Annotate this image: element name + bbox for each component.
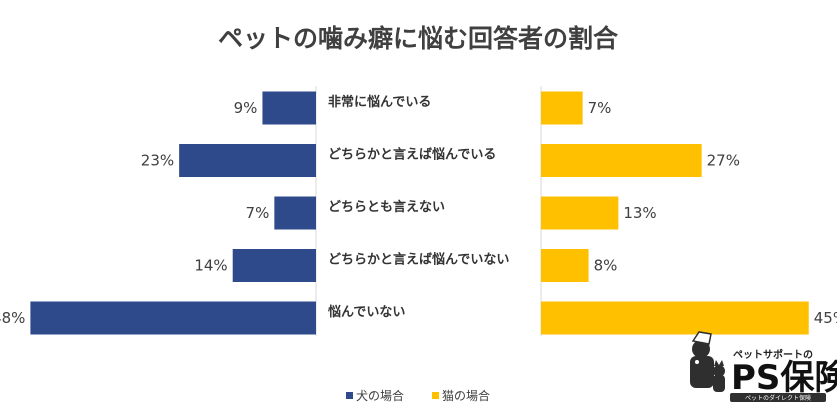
- chart-title: ペットの噛み癖に悩む回答者の割合: [218, 24, 619, 53]
- data-label-dog-0: 9%: [234, 99, 258, 117]
- logo-sub-band: [730, 393, 826, 402]
- category-label-3: どちらかと言えば悩んでいない: [328, 252, 509, 268]
- bar-dog-2: [274, 196, 316, 230]
- data-label-cat-4: 45%: [814, 309, 837, 327]
- bar-dog-0: [262, 91, 316, 125]
- data-label-cat-0: 7%: [588, 99, 612, 117]
- bar-cat-3: [541, 249, 589, 282]
- category-label-4: 悩んでいない: [327, 304, 405, 320]
- logo-main-text: PS保険: [731, 358, 837, 398]
- category-label-1: どちらかと言えば悩んでいる: [328, 147, 496, 163]
- legend: 犬の場合 猫の場合: [346, 388, 490, 403]
- data-label-dog-2: 7%: [246, 204, 270, 222]
- legend-label-1: 猫の場合: [442, 388, 490, 403]
- chart-marks: 9% 7% 非常に悩んでいる 23% 27% どちらかと言えば悩んでいる 7% 13% どちらと…: [0, 91, 837, 335]
- bar-cat-2: [541, 196, 619, 230]
- logo-top-text: ペットサポートの: [733, 348, 813, 361]
- bar-dog-1: [179, 144, 316, 177]
- bar-cat-0: [541, 91, 583, 125]
- bar-dog-4: [30, 301, 317, 335]
- legend-swatch-1: [432, 392, 439, 399]
- category-label-0: 非常に悩んでいる: [328, 94, 431, 110]
- legend-label-0: 犬の場合: [356, 388, 404, 403]
- data-label-cat-3: 8%: [594, 257, 618, 275]
- legend-swatch-0: [346, 392, 353, 399]
- data-label-dog-4: 48%: [0, 309, 25, 327]
- bar-cat-4: [541, 301, 809, 335]
- logo-sub-text: ペットのダイレクト保険: [745, 394, 811, 402]
- bar-dog-3: [232, 249, 316, 282]
- data-label-cat-2: 13%: [623, 204, 656, 222]
- data-label-dog-1: 23%: [141, 152, 174, 170]
- dog-cat-silhouette-icon: [690, 331, 725, 392]
- data-label-cat-1: 27%: [707, 152, 740, 170]
- data-label-dog-3: 14%: [194, 257, 227, 275]
- ps-hoken-logo: ペットサポートの PS保険 ペットのダイレクト保険: [690, 331, 837, 402]
- bar-cat-1: [541, 144, 702, 177]
- category-label-2: どちらとも言えない: [328, 199, 445, 215]
